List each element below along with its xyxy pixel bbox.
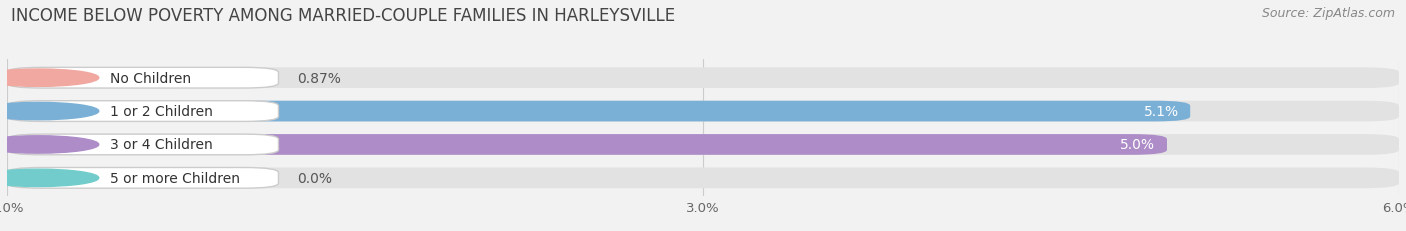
FancyBboxPatch shape (7, 134, 1399, 155)
FancyBboxPatch shape (7, 168, 1399, 188)
Circle shape (0, 103, 98, 120)
Text: No Children: No Children (110, 71, 191, 85)
Text: Source: ZipAtlas.com: Source: ZipAtlas.com (1261, 7, 1395, 20)
FancyBboxPatch shape (7, 134, 1167, 155)
Text: 1 or 2 Children: 1 or 2 Children (110, 105, 214, 119)
FancyBboxPatch shape (7, 101, 278, 122)
FancyBboxPatch shape (7, 68, 1399, 89)
Text: 5.0%: 5.0% (1121, 138, 1156, 152)
Circle shape (0, 169, 98, 187)
Text: 0.87%: 0.87% (297, 71, 340, 85)
Text: 3 or 4 Children: 3 or 4 Children (110, 138, 214, 152)
Circle shape (0, 136, 98, 153)
FancyBboxPatch shape (7, 68, 278, 89)
Text: 5 or more Children: 5 or more Children (110, 171, 240, 185)
Text: 5.1%: 5.1% (1143, 105, 1178, 119)
FancyBboxPatch shape (7, 101, 1399, 122)
FancyBboxPatch shape (7, 168, 278, 188)
Text: 0.0%: 0.0% (297, 171, 332, 185)
Text: INCOME BELOW POVERTY AMONG MARRIED-COUPLE FAMILIES IN HARLEYSVILLE: INCOME BELOW POVERTY AMONG MARRIED-COUPL… (11, 7, 675, 25)
FancyBboxPatch shape (7, 134, 278, 155)
FancyBboxPatch shape (7, 68, 209, 89)
Circle shape (0, 70, 98, 87)
FancyBboxPatch shape (7, 101, 1189, 122)
